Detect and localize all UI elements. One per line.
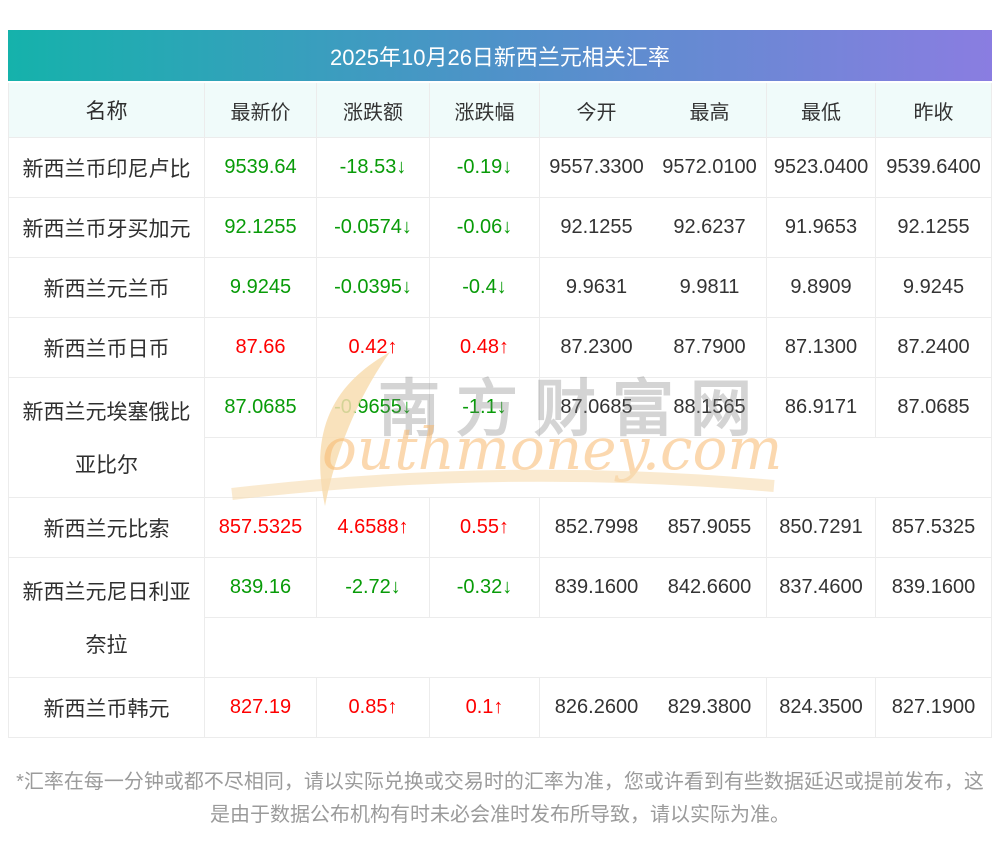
table-row: 新西兰币印尼卢比 9539.64 -18.53↓ -0.19↓ 9557.330… (9, 138, 991, 198)
exchange-rate-page: 2025年10月26日新西兰元相关汇率 名称 最新价 涨跌额 涨跌幅 今开 最高… (0, 0, 1000, 853)
high-price: 92.6237 (653, 198, 767, 257)
change-amount: -2.72↓ (317, 558, 430, 617)
currency-name: 新西兰币韩元 (9, 678, 205, 737)
open-price: 87.2300 (540, 318, 653, 377)
currency-name: 新西兰币印尼卢比 (9, 138, 205, 197)
prev-close-price: 9.9245 (876, 258, 991, 317)
high-price: 9572.0100 (653, 138, 767, 197)
change-percent: -1.1↓ (430, 378, 540, 437)
currency-name: 新西兰元比索 (9, 498, 205, 557)
header-prev-close: 昨收 (876, 83, 991, 137)
change-percent: 0.55↑ (430, 498, 540, 557)
low-price: 87.1300 (767, 318, 876, 377)
low-price: 824.3500 (767, 678, 876, 737)
currency-name: 新西兰元兰币 (9, 258, 205, 317)
currency-name: 新西兰币日币 (9, 318, 205, 377)
table-header-row: 名称 最新价 涨跌额 涨跌幅 今开 最高 最低 昨收 (9, 83, 991, 138)
latest-price: 857.5325 (205, 498, 317, 557)
table-row: 新西兰元比索 857.5325 4.6588↑ 0.55↑ 852.7998 8… (9, 498, 991, 558)
latest-price: 92.1255 (205, 198, 317, 257)
table-body: 名称 最新价 涨跌额 涨跌幅 今开 最高 最低 昨收 新西兰币印尼卢比 9539… (8, 83, 992, 738)
open-price: 92.1255 (540, 198, 653, 257)
change-amount: -0.0395↓ (317, 258, 430, 317)
change-amount: 4.6588↑ (317, 498, 430, 557)
latest-price: 9539.64 (205, 138, 317, 197)
low-price: 91.9653 (767, 198, 876, 257)
change-percent: -0.32↓ (430, 558, 540, 617)
header-name: 名称 (9, 83, 205, 137)
low-price: 837.4600 (767, 558, 876, 617)
change-percent: -0.19↓ (430, 138, 540, 197)
low-price: 850.7291 (767, 498, 876, 557)
currency-name-line1: 新西兰元尼日利亚 (23, 567, 191, 615)
table-title: 2025年10月26日新西兰元相关汇率 (8, 30, 992, 81)
change-amount: 0.85↑ (317, 678, 430, 737)
latest-price: 87.0685 (205, 378, 317, 437)
latest-price: 827.19 (205, 678, 317, 737)
currency-name-line2: 奈拉 (86, 620, 128, 668)
open-price: 839.1600 (540, 558, 653, 617)
header-high: 最高 (653, 83, 767, 137)
currency-name: 新西兰币牙买加元 (9, 198, 205, 257)
currency-name-line1: 新西兰元埃塞俄比 (23, 387, 191, 435)
change-percent: 0.1↑ (430, 678, 540, 737)
open-price: 87.0685 (540, 378, 653, 437)
latest-price: 839.16 (205, 558, 317, 617)
high-price: 88.1565 (653, 378, 767, 437)
prev-close-price: 827.1900 (876, 678, 991, 737)
table-row: 新西兰币牙买加元 92.1255 -0.0574↓ -0.06↓ 92.1255… (9, 198, 991, 258)
latest-price: 9.9245 (205, 258, 317, 317)
table-row: 新西兰币日币 87.66 0.42↑ 0.48↑ 87.2300 87.7900… (9, 318, 991, 378)
open-price: 9557.3300 (540, 138, 653, 197)
change-amount: 0.42↑ (317, 318, 430, 377)
header-low: 最低 (767, 83, 876, 137)
high-price: 87.7900 (653, 318, 767, 377)
table-row: 新西兰元兰币 9.9245 -0.0395↓ -0.4↓ 9.9631 9.98… (9, 258, 991, 318)
prev-close-price: 857.5325 (876, 498, 991, 557)
prev-close-price: 839.1600 (876, 558, 991, 617)
change-amount: -0.0574↓ (317, 198, 430, 257)
header-latest-price: 最新价 (205, 83, 317, 137)
table-row: 新西兰元埃塞俄比 亚比尔 87.0685 -0.9655↓ -1.1↓ 87.0… (9, 378, 991, 498)
prev-close-price: 9539.6400 (876, 138, 991, 197)
currency-name-line2: 亚比尔 (75, 440, 138, 488)
header-open: 今开 (540, 83, 653, 137)
open-price: 826.2600 (540, 678, 653, 737)
low-price: 9.8909 (767, 258, 876, 317)
high-price: 842.6600 (653, 558, 767, 617)
currency-name: 新西兰元尼日利亚 奈拉 (9, 558, 205, 677)
currency-name: 新西兰元埃塞俄比 亚比尔 (9, 378, 205, 497)
table-row: 新西兰币韩元 827.19 0.85↑ 0.1↑ 826.2600 829.38… (9, 678, 991, 738)
open-price: 9.9631 (540, 258, 653, 317)
high-price: 857.9055 (653, 498, 767, 557)
change-amount: -0.9655↓ (317, 378, 430, 437)
low-price: 86.9171 (767, 378, 876, 437)
change-percent: -0.06↓ (430, 198, 540, 257)
high-price: 9.9811 (653, 258, 767, 317)
prev-close-price: 92.1255 (876, 198, 991, 257)
high-price: 829.3800 (653, 678, 767, 737)
prev-close-price: 87.0685 (876, 378, 991, 437)
disclaimer-note: *汇率在每一分钟或都不尽相同，请以实际兑换或交易时的汇率为准，您或许看到有些数据… (0, 766, 1000, 832)
rate-table: 2025年10月26日新西兰元相关汇率 名称 最新价 涨跌额 涨跌幅 今开 最高… (8, 30, 992, 738)
change-percent: -0.4↓ (430, 258, 540, 317)
prev-close-price: 87.2400 (876, 318, 991, 377)
header-change-percent: 涨跌幅 (430, 83, 540, 137)
table-row: 新西兰元尼日利亚 奈拉 839.16 -2.72↓ -0.32↓ 839.160… (9, 558, 991, 678)
low-price: 9523.0400 (767, 138, 876, 197)
change-percent: 0.48↑ (430, 318, 540, 377)
change-amount: -18.53↓ (317, 138, 430, 197)
open-price: 852.7998 (540, 498, 653, 557)
latest-price: 87.66 (205, 318, 317, 377)
header-change-amount: 涨跌额 (317, 83, 430, 137)
